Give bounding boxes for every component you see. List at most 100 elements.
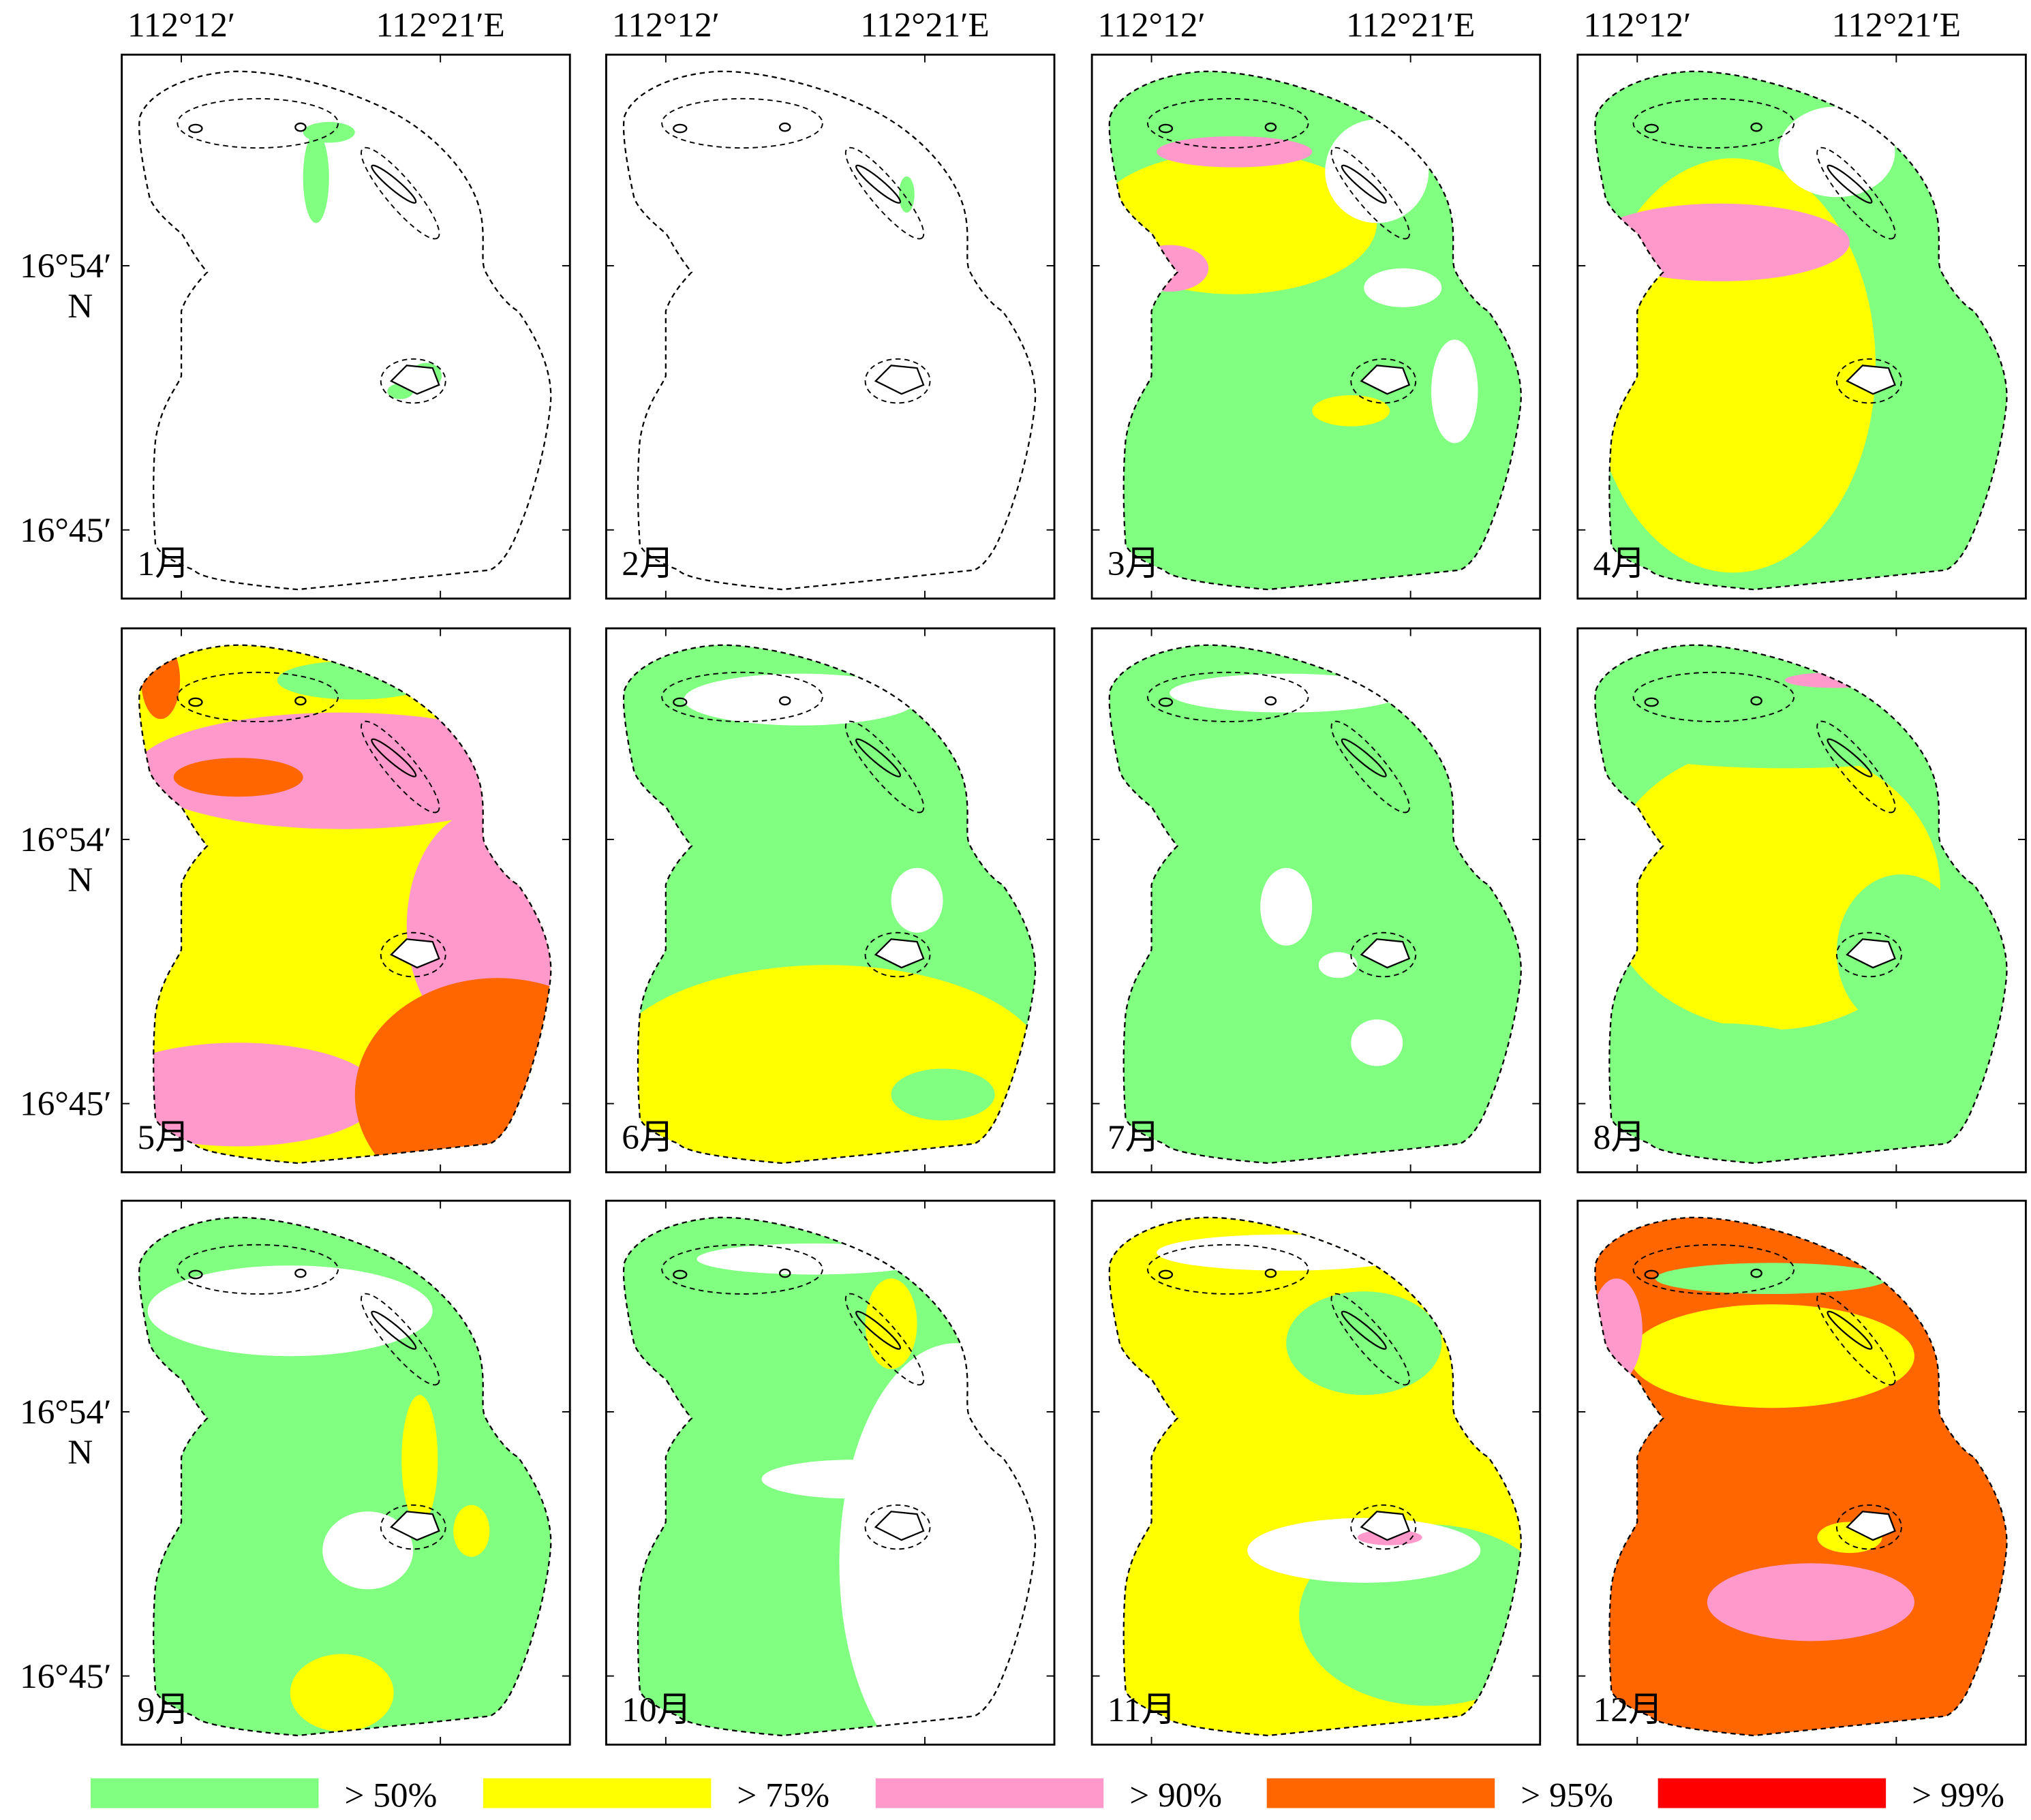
island bbox=[855, 738, 902, 777]
panel-frame bbox=[1090, 627, 1542, 1173]
reef-outline bbox=[361, 1293, 440, 1386]
latitude-label: 16°54′ bbox=[20, 1393, 111, 1432]
probability-area bbox=[865, 1278, 917, 1370]
legend-swatch bbox=[1266, 1778, 1495, 1808]
panel-label: 11月 bbox=[1108, 1691, 1176, 1729]
panel-label: 12月 bbox=[1593, 1691, 1664, 1729]
island bbox=[1846, 938, 1896, 969]
reef-outline bbox=[380, 358, 446, 404]
probability-area bbox=[173, 758, 303, 797]
probability-area bbox=[1836, 874, 1966, 1030]
longitude-label: 112°12′ bbox=[612, 6, 720, 45]
longitude-label: 112°12′ bbox=[1098, 6, 1206, 45]
probability-area bbox=[290, 1654, 394, 1732]
atoll-outline bbox=[1594, 1216, 2008, 1737]
reef-outline bbox=[864, 358, 931, 404]
panel-frame bbox=[121, 1199, 571, 1746]
probability-area bbox=[1595, 203, 1850, 281]
reef-outline bbox=[661, 1244, 823, 1295]
probability-area bbox=[1616, 721, 1953, 769]
legend-label: > 95% bbox=[1521, 1776, 1613, 1815]
map-panel: 1月 bbox=[121, 53, 571, 600]
legend-swatch bbox=[483, 1778, 712, 1808]
latitude-label: 16°54′ bbox=[20, 247, 111, 286]
panel-frame bbox=[605, 53, 1056, 600]
atoll-outline bbox=[138, 644, 552, 1165]
probability-area bbox=[322, 1511, 414, 1590]
reef-outline bbox=[1330, 720, 1410, 814]
legend-label: > 90% bbox=[1129, 1776, 1222, 1815]
island bbox=[1644, 697, 1659, 707]
island bbox=[778, 1268, 791, 1278]
probability-area bbox=[303, 132, 329, 223]
reef-outline bbox=[1835, 358, 1902, 404]
reef-outline bbox=[864, 931, 931, 978]
reef-outline bbox=[1350, 1504, 1417, 1550]
island bbox=[1264, 1268, 1277, 1278]
island bbox=[855, 1310, 902, 1350]
legend-swatch bbox=[875, 1778, 1104, 1808]
reef-outline bbox=[177, 671, 339, 722]
probability-area bbox=[898, 176, 915, 213]
map-panel: 3月 bbox=[1090, 53, 1542, 600]
reef-outline bbox=[1835, 931, 1902, 978]
panel-frame bbox=[605, 1199, 1056, 1746]
probability-area bbox=[1351, 1019, 1403, 1066]
island bbox=[188, 123, 203, 134]
longitude-label: 112°21′E bbox=[1832, 6, 1961, 45]
probability-area bbox=[1629, 1304, 1914, 1408]
island bbox=[1827, 164, 1873, 204]
panel-label: 6月 bbox=[622, 1118, 674, 1157]
latitude-label: N bbox=[67, 287, 93, 326]
probability-area bbox=[1325, 119, 1429, 223]
reef-outline bbox=[661, 97, 823, 149]
island bbox=[1360, 1511, 1411, 1541]
probability-area bbox=[1157, 136, 1313, 168]
island bbox=[874, 365, 925, 395]
island bbox=[673, 123, 688, 134]
shading bbox=[1109, 1217, 1521, 1736]
map-panel: 11月 bbox=[1090, 1199, 1542, 1746]
latitude-label: 16°45′ bbox=[20, 511, 111, 550]
reef-outline bbox=[844, 720, 925, 814]
probability-area bbox=[139, 1043, 381, 1147]
island bbox=[1158, 697, 1174, 707]
panel-label: 2月 bbox=[622, 544, 674, 583]
probability-area bbox=[1778, 106, 1895, 198]
map-panel: 6月 bbox=[605, 627, 1056, 1173]
island bbox=[390, 1511, 440, 1541]
probability-area bbox=[139, 712, 549, 829]
island bbox=[673, 1269, 688, 1280]
island bbox=[1264, 122, 1277, 132]
legend-label: > 50% bbox=[345, 1776, 438, 1815]
panel-label: 8月 bbox=[1593, 1118, 1646, 1157]
legend-swatch bbox=[1658, 1778, 1887, 1808]
latitude-label: 16°45′ bbox=[20, 1657, 111, 1696]
panel-label: 3月 bbox=[1108, 544, 1160, 583]
island bbox=[1158, 1269, 1174, 1280]
panel-label: 5月 bbox=[137, 1118, 189, 1157]
panel-frame bbox=[121, 53, 571, 600]
panel-label: 9月 bbox=[137, 1691, 189, 1729]
longitude-label: 112°12′ bbox=[1583, 6, 1691, 45]
island bbox=[1644, 1269, 1659, 1280]
reef-outline bbox=[1816, 720, 1896, 814]
atoll-outline bbox=[1108, 644, 1522, 1165]
island bbox=[855, 164, 902, 204]
island bbox=[371, 164, 417, 204]
map-panel: 5月 bbox=[121, 627, 571, 1173]
panel-frame bbox=[1090, 53, 1542, 600]
legend-label: > 75% bbox=[737, 1776, 829, 1815]
reef-outline bbox=[1330, 146, 1410, 240]
latitude-label: 16°45′ bbox=[20, 1085, 111, 1124]
reef-outline bbox=[844, 1293, 925, 1386]
island bbox=[1341, 164, 1387, 204]
panel-label: 4月 bbox=[1593, 544, 1646, 583]
reef-outline bbox=[1835, 1504, 1902, 1550]
island bbox=[1341, 738, 1387, 777]
latitude-label: N bbox=[67, 1433, 93, 1472]
reef-outline bbox=[1632, 671, 1795, 722]
latitude-label: 16°54′ bbox=[20, 820, 111, 859]
reef-outline bbox=[380, 931, 446, 978]
